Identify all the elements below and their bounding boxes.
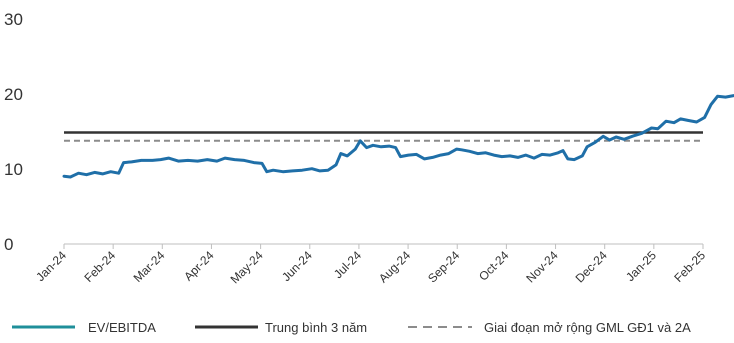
x-tick-label: Jan-24 <box>33 248 69 284</box>
x-tick-label: Aug-24 <box>376 248 413 285</box>
x-tick-label: Dec-24 <box>573 248 610 285</box>
x-tick-label: Apr-24 <box>181 248 217 284</box>
legend-label-ev-ebitda: EV/EBITDA <box>88 320 156 335</box>
x-tick-label: Jun-24 <box>279 248 315 284</box>
y-axis-ticks: 0 10 20 30 <box>4 10 23 254</box>
legend-label-three-year-average: Trung bình 3 năm <box>265 320 367 335</box>
series-lines <box>62 94 734 179</box>
x-axis-ticks: Jan-24 Feb-24 Mar-24 Apr-24 May-24 Jun-24 Jul-… <box>33 244 708 286</box>
y-tick-label: 20 <box>4 85 23 104</box>
y-tick-label: 30 <box>4 10 23 29</box>
legend-label-expansion-period: Giai đoạn mở rộng GML GĐ1 và 2A <box>484 320 691 335</box>
x-tick-label: Mar-24 <box>131 248 168 285</box>
x-tick-label: Feb-25 <box>671 248 708 285</box>
ev-ebitda-series-line <box>62 94 734 179</box>
x-tick-label: Nov-24 <box>523 248 560 285</box>
x-tick-label: Oct-24 <box>476 248 512 284</box>
x-tick-label: Feb-24 <box>81 248 118 285</box>
x-tick-label: Jan-25 <box>623 248 659 284</box>
y-tick-label: 0 <box>4 235 13 254</box>
y-tick-label: 10 <box>4 160 23 179</box>
legend: EV/EBITDA Trung bình 3 năm Giai đoạn mở … <box>12 320 691 335</box>
x-tick-label: Jul-24 <box>331 248 364 281</box>
x-tick-label: May-24 <box>228 248 266 286</box>
x-tick-label: Sep-24 <box>425 248 462 285</box>
